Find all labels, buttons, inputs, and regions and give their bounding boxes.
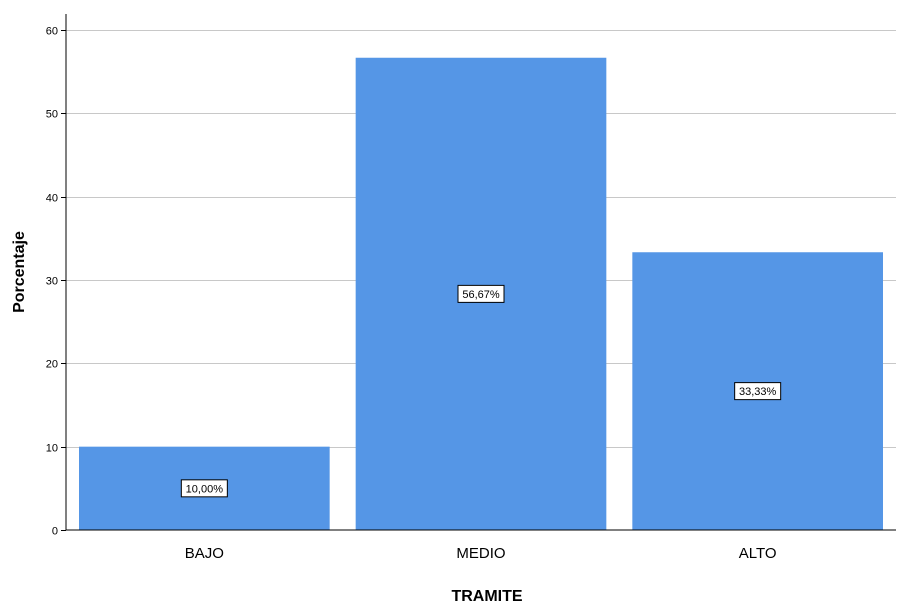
y-tick-label: 50: [46, 109, 58, 121]
x-tick-label: ALTO: [739, 545, 777, 562]
x-tick-label: MEDIO: [456, 545, 505, 562]
y-tick-labels: 0 10 20 30 40 50 60: [46, 26, 66, 538]
y-tick-label: 20: [46, 359, 58, 371]
data-label: 10,00%: [186, 483, 224, 495]
y-tick-label: 30: [46, 276, 58, 288]
y-axis-title: Porcentaje: [11, 231, 28, 313]
data-label: 33,33%: [739, 386, 777, 398]
data-label: 56,67%: [462, 289, 500, 301]
y-tick-label: 10: [46, 443, 58, 455]
data-label-box: [457, 284, 505, 303]
x-tick-label: BAJO: [185, 545, 224, 562]
x-axis-title: TRAMITE: [451, 588, 522, 603]
data-label-box: [180, 479, 228, 498]
y-tick-label: 0: [52, 526, 58, 538]
data-labels: 10,00% 56,67% 33,33%: [180, 284, 782, 498]
data-label-box: [734, 382, 782, 401]
y-tick-label: 60: [46, 26, 58, 38]
y-tick-label: 40: [46, 193, 58, 205]
x-tick-labels: BAJO MEDIO ALTO: [185, 545, 777, 562]
axes: [65, 14, 896, 531]
